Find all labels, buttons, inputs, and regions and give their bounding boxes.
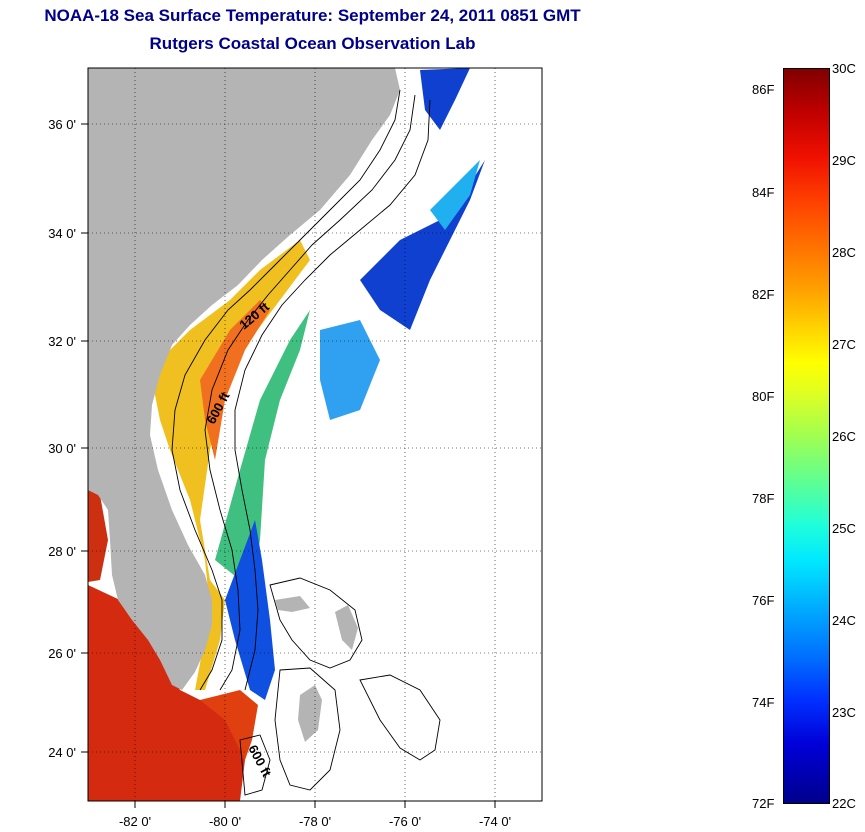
gulf-stream-green-band (215, 310, 310, 600)
colorbar-celsius-label: 23C (832, 705, 856, 720)
colorbar-celsius-label: 25C (832, 521, 856, 536)
colorbar-celsius-label: 22C (832, 796, 856, 811)
north-coast-patch (420, 68, 470, 130)
lon-tick-label: -76 0' (389, 814, 421, 829)
gulf-warm-water (88, 585, 245, 801)
lat-tick-label: 30 0' (48, 441, 76, 456)
colorbar-celsius-label: 28C (832, 245, 856, 260)
lon-tick-label: -78 0' (299, 814, 331, 829)
bathymetry-contours (171, 89, 441, 796)
colorbar-celsius-label: 26C (832, 429, 856, 444)
land-bahamas-andros (298, 685, 322, 742)
colorbar-celsius-label: 29C (832, 153, 856, 168)
mid-shelf-patch (320, 320, 380, 420)
temperature-colorbar (783, 68, 830, 804)
colorbar-fahrenheit-label: 82F (752, 287, 775, 302)
colorbar-fahrenheit-label: 72F (752, 796, 775, 811)
offshore-blue-patch (360, 160, 485, 330)
colorbar-fahrenheit-label: 76F (752, 593, 775, 608)
map-title: NOAA-18 Sea Surface Temperature: Septemb… (44, 6, 581, 25)
land-abaco (335, 605, 358, 650)
colorbar-fahrenheit-label: 78F (752, 491, 775, 506)
shelf-orange-band (200, 300, 270, 460)
lon-tick-label: -74 0' (479, 814, 511, 829)
lat-tick-label: 32 0' (48, 334, 76, 349)
colorbar-celsius-label: 30C (832, 61, 856, 76)
land-grand-bahama (275, 596, 310, 612)
lon-tick-label: -82 0' (119, 814, 151, 829)
map-subtitle: Rutgers Coastal Ocean Observation Lab (149, 34, 476, 53)
lat-tick-label: 26 0' (48, 646, 76, 661)
land-mainland (88, 68, 400, 690)
offshore-cyan-patch (430, 160, 480, 230)
colorbar-celsius-label: 27C (832, 337, 856, 352)
keys-warm-band (200, 690, 258, 760)
gulf-warm-water-north (88, 490, 108, 582)
gulf-stream-blue-band (225, 520, 275, 700)
shelf-warm-band (150, 240, 310, 690)
lat-tick-label: 36 0' (48, 117, 76, 132)
lat-tick-label: 34 0' (48, 226, 76, 241)
axis-ticks (81, 123, 496, 808)
lat-tick-label: 24 0' (48, 745, 76, 760)
lat-tick-label: 28 0' (48, 544, 76, 559)
colorbar-fahrenheit-label: 86F (752, 82, 775, 97)
colorbar-celsius-label: 24C (832, 613, 856, 628)
colorbar-fahrenheit-label: 80F (752, 389, 775, 404)
lon-tick-label: -80 0' (209, 814, 241, 829)
colorbar-fahrenheit-label: 84F (752, 185, 775, 200)
colorbar-fahrenheit-label: 74F (752, 695, 775, 710)
